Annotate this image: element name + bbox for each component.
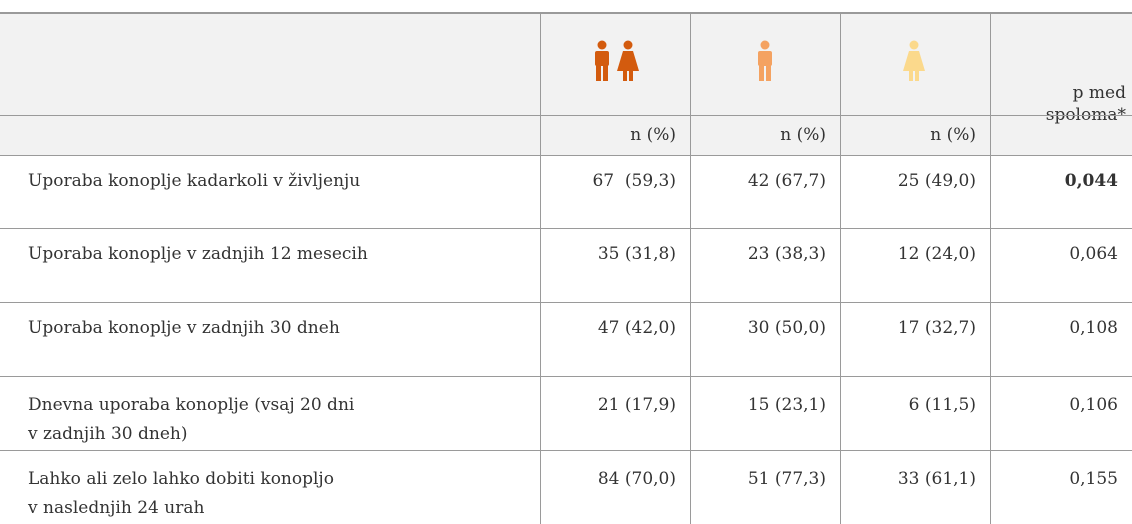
row-border xyxy=(0,115,1132,116)
column-border xyxy=(540,12,541,524)
male-icon xyxy=(758,40,772,81)
row-label: v zadnjih 30 dneh) xyxy=(28,424,188,444)
row-border xyxy=(0,450,1132,451)
header-background xyxy=(0,12,1132,155)
p-value: 0,155 xyxy=(1069,469,1118,489)
count-cell: 23 (38,3) xyxy=(747,244,826,264)
subheader: n (%) xyxy=(630,125,676,145)
column-border xyxy=(840,12,841,524)
both-sexes-icon xyxy=(595,40,639,81)
row-border xyxy=(0,228,1132,229)
count-cell: 30 (50,0) xyxy=(747,318,826,338)
row-label: Uporaba konoplje v zadnjih 12 mesecih xyxy=(28,244,368,264)
count-cell: 67 (59,3) xyxy=(592,171,676,191)
count-cell: 84 (70,0) xyxy=(597,469,676,489)
count-cell: 21 (17,9) xyxy=(597,395,676,415)
count-cell: 25 (49,0) xyxy=(897,171,976,191)
p-value: 0,106 xyxy=(1069,395,1118,415)
row-label: Uporaba konoplje v zadnjih 30 dneh xyxy=(28,318,340,338)
subheader: n (%) xyxy=(930,125,976,145)
row-border xyxy=(0,155,1132,156)
count-cell: 51 (77,3) xyxy=(747,469,826,489)
row-border xyxy=(0,376,1132,377)
row-label: Lahko ali zelo lahko dobiti konopljo xyxy=(28,469,334,489)
count-cell: 15 (23,1) xyxy=(747,395,826,415)
row-label: Dnevna uporaba konoplje (vsaj 20 dni xyxy=(28,395,355,415)
p-header: p med spoloma* xyxy=(1045,83,1126,125)
count-cell: 12 (24,0) xyxy=(897,244,976,264)
count-cell: 42 (67,7) xyxy=(747,171,826,191)
p-value: 0,044 xyxy=(1064,171,1118,191)
count-cell: 33 (61,1) xyxy=(897,469,976,489)
row-label: Uporaba konoplje kadarkoli v življenju xyxy=(28,171,361,191)
row-border xyxy=(0,302,1132,303)
top-border xyxy=(0,12,1132,14)
count-cell: 17 (32,7) xyxy=(897,318,976,338)
column-border xyxy=(690,12,691,524)
row-label: v naslednjih 24 urah xyxy=(28,498,205,518)
p-value: 0,064 xyxy=(1069,244,1118,264)
subheader: n (%) xyxy=(780,125,826,145)
count-cell: 47 (42,0) xyxy=(597,318,676,338)
female-icon xyxy=(903,40,925,81)
p-value: 0,108 xyxy=(1069,318,1118,338)
column-border xyxy=(990,12,991,524)
count-cell: 35 (31,8) xyxy=(597,244,676,264)
count-cell: 6 (11,5) xyxy=(908,395,976,415)
